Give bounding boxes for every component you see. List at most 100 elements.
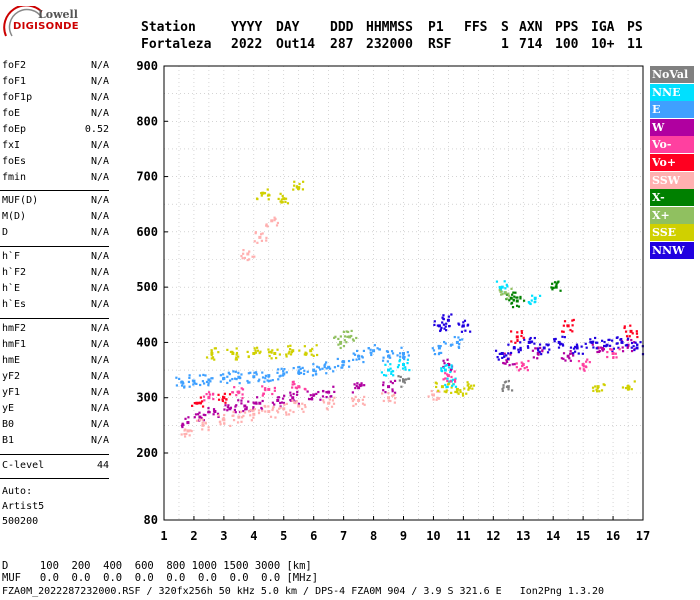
data-point-nnw	[592, 340, 595, 343]
data-point-w	[229, 406, 233, 409]
data-point-noval	[502, 384, 505, 387]
data-point-vo	[625, 335, 629, 338]
header-day-label: DAY	[276, 20, 300, 35]
data-point-nnw	[469, 330, 472, 333]
param-row: hmF2 N/A	[2, 323, 109, 337]
data-point-sse	[310, 353, 313, 356]
header-s-value: 1	[501, 37, 509, 52]
data-point-e	[353, 353, 357, 356]
data-point-w	[277, 396, 281, 399]
data-point-nnw	[436, 324, 439, 327]
data-point-noval	[403, 378, 406, 381]
data-point-vo	[442, 378, 445, 381]
data-point-sse	[234, 358, 237, 361]
data-point-vo	[291, 383, 294, 386]
param-name: yE	[2, 403, 15, 414]
x-tick-label: 16	[606, 529, 620, 543]
data-point-e	[336, 357, 339, 361]
data-point-vo	[562, 330, 565, 333]
data-point-vo	[446, 373, 449, 376]
data-point-nnw	[545, 343, 548, 346]
data-point-w	[296, 390, 299, 394]
data-point-w	[601, 347, 604, 351]
data-point-sse	[270, 351, 273, 354]
data-point-vo	[614, 352, 617, 355]
data-point-sse	[600, 389, 604, 392]
data-point-vo	[199, 402, 202, 405]
data-point-e	[188, 374, 191, 377]
data-point-sse	[210, 351, 214, 355]
data-point-e	[403, 355, 406, 359]
data-point-e	[180, 384, 184, 387]
data-point-e	[266, 379, 269, 382]
data-point-ssw	[259, 236, 262, 239]
data-point-x	[555, 284, 558, 287]
data-point-nne	[440, 369, 443, 372]
data-point-w	[564, 359, 567, 362]
data-point-e	[372, 349, 376, 353]
data-point-w	[260, 408, 264, 411]
data-point-ssw	[382, 399, 385, 403]
data-point-nne	[503, 280, 506, 283]
data-point-ssw	[387, 391, 390, 395]
data-point-e	[369, 348, 372, 351]
data-point-vo	[571, 330, 574, 333]
data-point-nnw	[617, 346, 620, 349]
data-point-w	[442, 359, 445, 362]
param-name: foF1	[2, 76, 27, 87]
x-tick-label: 13	[516, 529, 530, 543]
data-point-w	[273, 403, 276, 406]
data-point-e	[401, 356, 405, 359]
data-point-nne	[450, 364, 453, 367]
data-point-sse	[295, 185, 299, 188]
data-point-vo	[583, 369, 586, 372]
data-point-nne	[448, 380, 451, 383]
data-point-sse	[276, 348, 279, 351]
data-point-ssw	[301, 407, 304, 411]
data-point-e	[203, 382, 206, 385]
data-point-nnw	[595, 341, 598, 344]
data-point-nne	[533, 297, 537, 300]
data-point-ssw	[283, 403, 286, 406]
data-point-sse	[628, 385, 631, 388]
data-point-vo	[225, 398, 228, 401]
data-point-e	[355, 358, 358, 361]
data-point-w	[513, 363, 516, 366]
data-point-w	[384, 391, 387, 394]
data-point-vo	[221, 399, 224, 403]
data-point-sse	[266, 194, 270, 197]
data-point-vo	[611, 351, 615, 355]
footer-distance-row: D 100 200 400 600 800 1000 1500 3000 [km…	[2, 560, 312, 572]
data-point-nnw	[639, 341, 642, 344]
data-point-x	[514, 291, 517, 294]
data-point-w	[212, 413, 215, 416]
data-point-nnw	[633, 348, 636, 352]
data-point-sse	[445, 389, 448, 392]
data-point-vo	[588, 361, 591, 364]
data-point-ssw	[295, 400, 298, 403]
data-point-sse	[287, 352, 290, 355]
data-point-x	[355, 336, 358, 340]
logo-text-top: Lowell	[38, 8, 78, 21]
data-point-vo	[446, 379, 449, 383]
data-point-vo	[207, 391, 211, 394]
data-point-ssw	[246, 252, 250, 256]
data-point-e	[207, 382, 210, 385]
data-point-sse	[293, 180, 296, 183]
data-point-sse	[268, 354, 271, 358]
data-point-e	[367, 347, 370, 350]
data-point-ssw	[251, 255, 254, 258]
data-point-nnw	[433, 323, 436, 327]
legend-item-x-: X+	[650, 206, 694, 224]
param-value: N/A	[90, 195, 109, 206]
data-point-w	[572, 354, 575, 357]
data-point-vo	[449, 380, 452, 383]
data-point-nnw	[496, 356, 499, 359]
data-point-e	[199, 383, 202, 387]
header-pps-value: 100	[555, 37, 579, 52]
data-point-vo	[199, 396, 202, 399]
data-point-e	[209, 380, 212, 383]
data-point-ssw	[248, 250, 251, 253]
data-point-nnw	[603, 340, 606, 344]
param-row: yF2 N/A	[2, 371, 109, 385]
